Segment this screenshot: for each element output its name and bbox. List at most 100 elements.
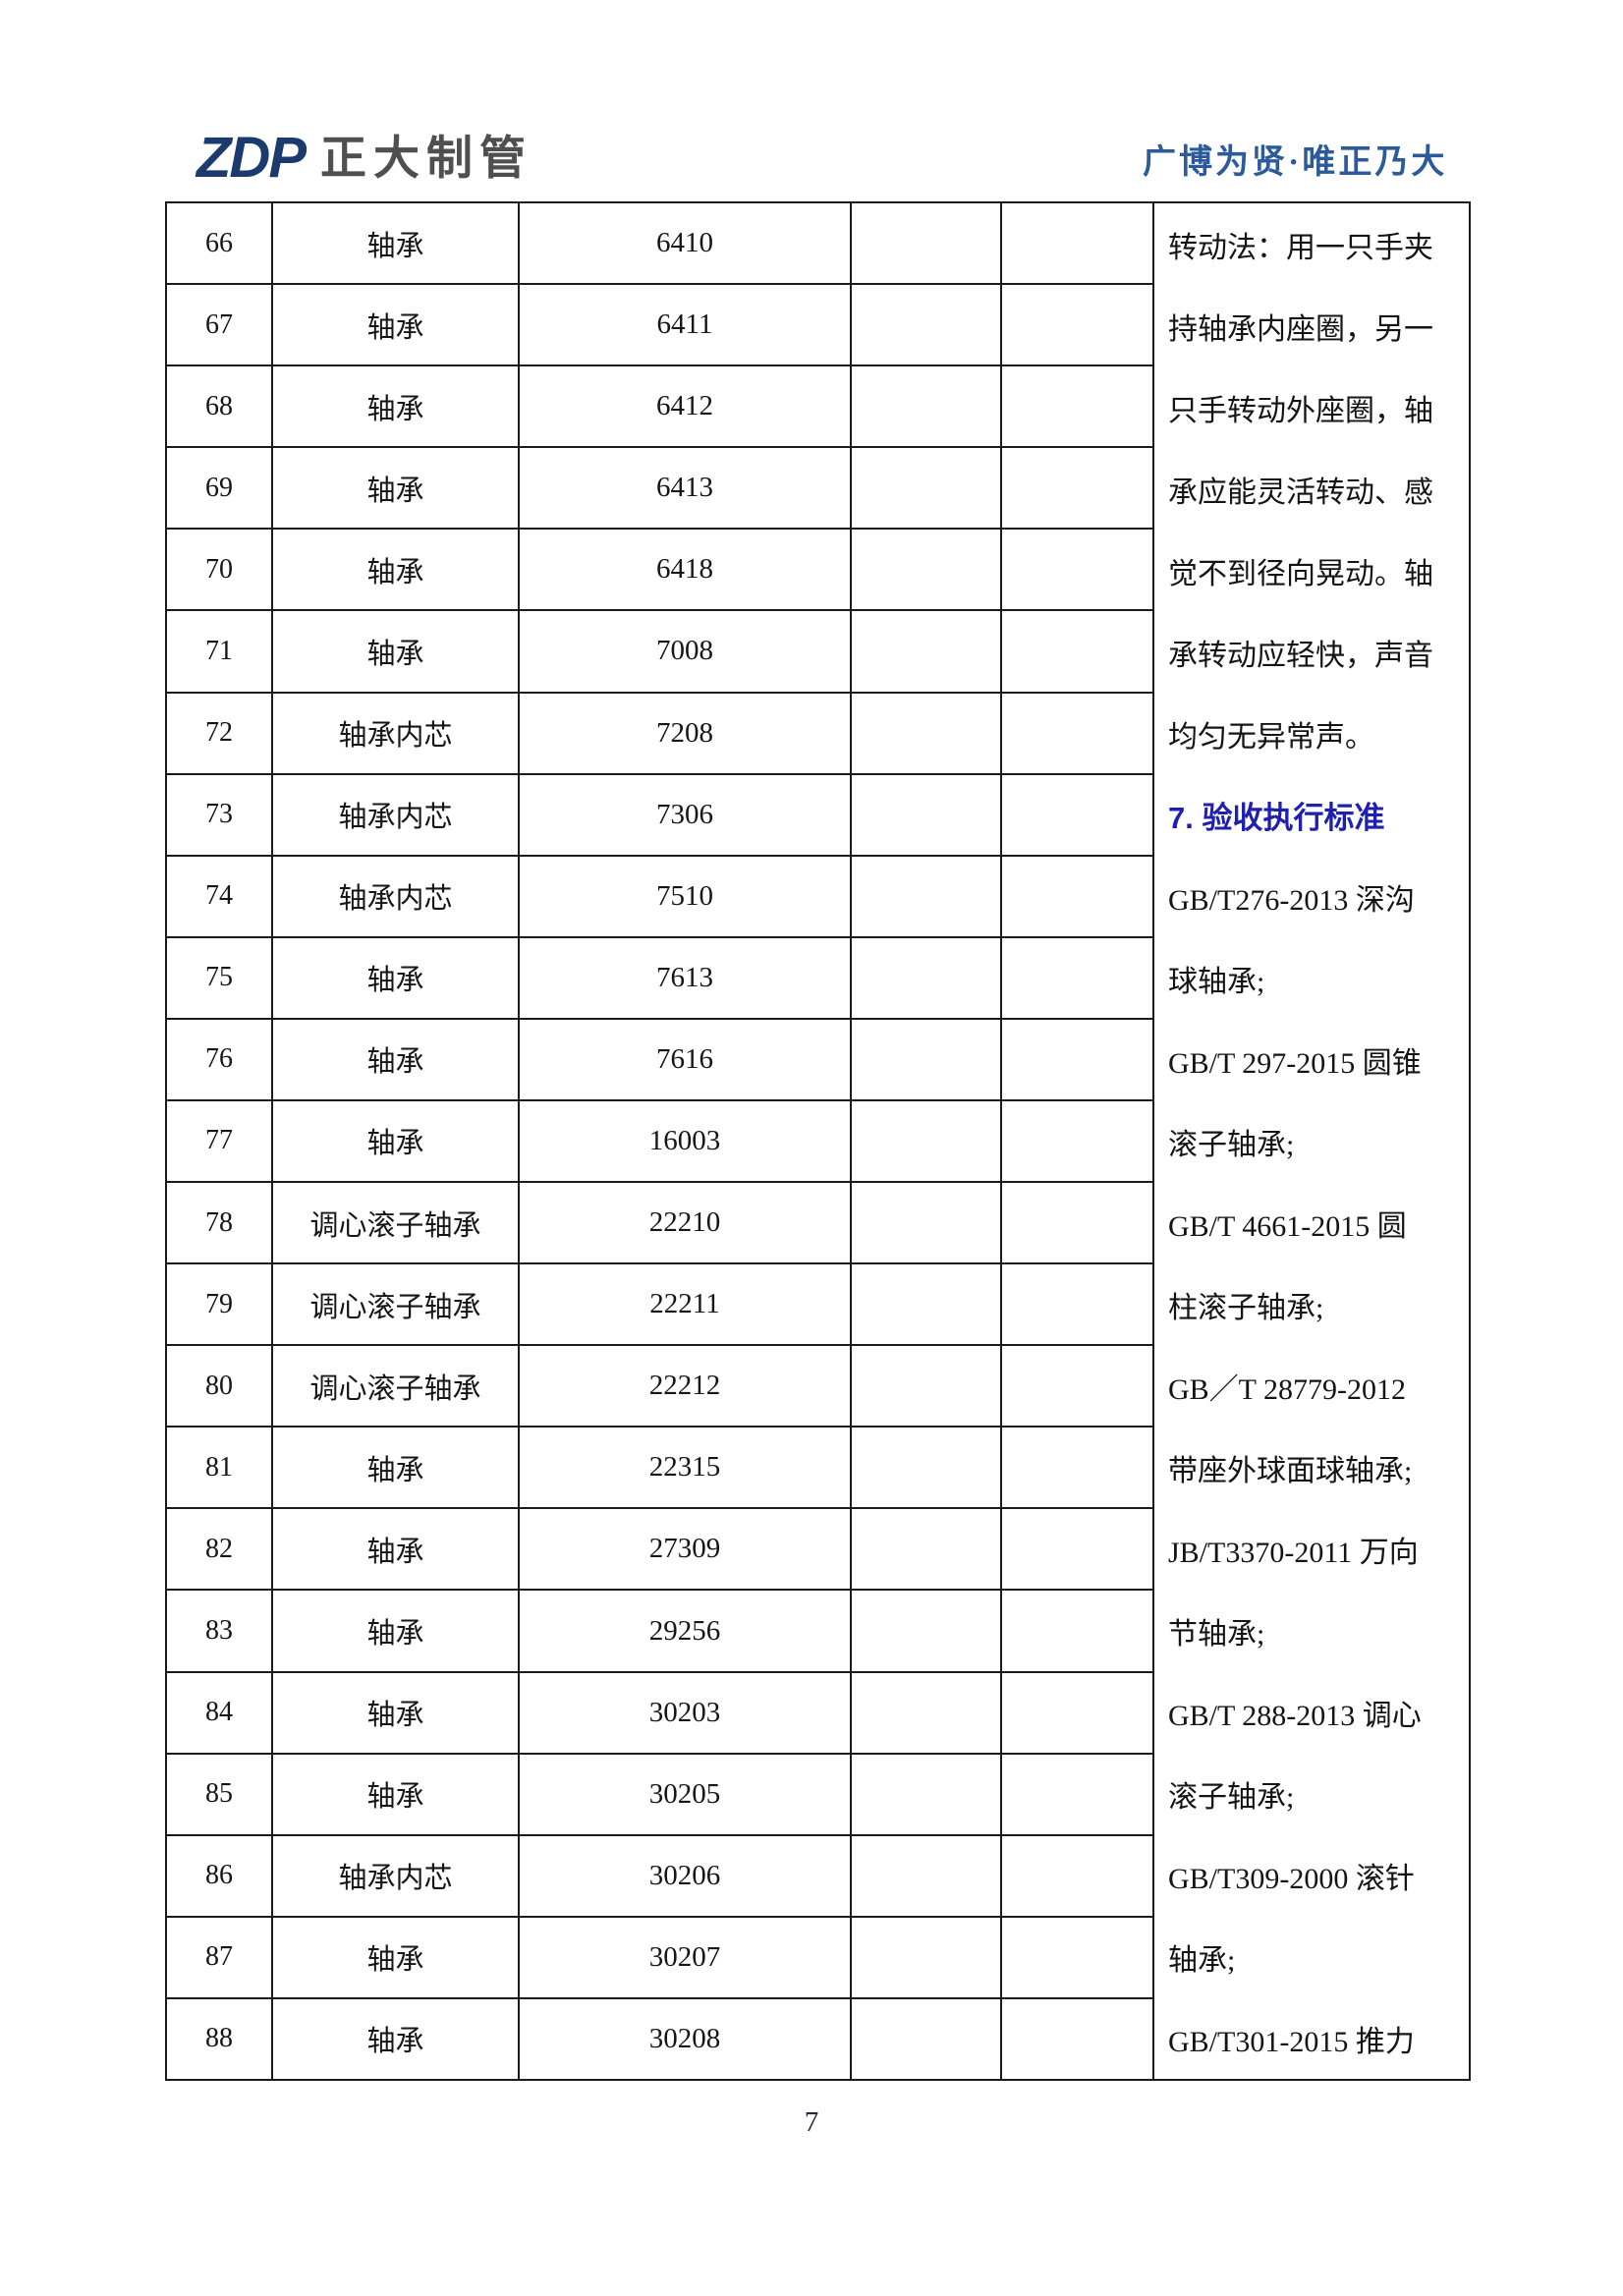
empty-cell-2 — [1002, 1998, 1152, 2079]
empty-cell-2 — [1002, 1264, 1152, 1345]
empty-cell-2 — [1002, 1100, 1152, 1182]
part-model-cell: 22210 — [520, 1183, 850, 1263]
acceptance-standards-heading: 7. 验收执行标准 — [1168, 801, 1385, 835]
empty-cell-1 — [852, 856, 1000, 936]
part-name-cell: 轴承 — [273, 448, 518, 529]
note-line: 觉不到径向晃动。轴 — [1168, 557, 1433, 590]
part-model-cell: 6411 — [520, 285, 850, 365]
part-model-cell: 6418 — [520, 530, 850, 610]
part-name-cell: 调心滚子轴承 — [273, 1183, 518, 1263]
note-line: 球轴承; — [1168, 965, 1265, 998]
empty-cell-2 — [1002, 1917, 1152, 1997]
note-line: 只手转动外座圈，轴 — [1168, 394, 1433, 427]
part-model-cell: 22315 — [520, 1428, 850, 1508]
empty-cell-2 — [1002, 203, 1152, 284]
part-model-cell: 22211 — [520, 1264, 850, 1345]
note-line: JB/T3370-2011 万向 — [1168, 1536, 1419, 1569]
part-name-cell: 轴承内芯 — [273, 856, 518, 936]
part-name-cell: 轴承 — [273, 366, 518, 447]
part-name-cell: 轴承 — [273, 1917, 518, 1997]
note-line: 承转动应轻快，声音 — [1168, 639, 1433, 672]
empty-cell-1 — [852, 1754, 1000, 1834]
row-number-cell: 67 — [167, 285, 271, 365]
empty-cell-1 — [852, 1019, 1000, 1099]
empty-cell-2 — [1002, 530, 1152, 610]
part-model-cell: 22212 — [520, 1346, 850, 1427]
empty-cell-1 — [852, 937, 1000, 1018]
empty-cell-1 — [852, 1428, 1000, 1508]
part-model-cell: 30208 — [520, 1998, 850, 2079]
empty-cell-2 — [1002, 774, 1152, 855]
row-number-cell: 84 — [167, 1672, 271, 1753]
part-name-cell: 轴承 — [273, 1591, 518, 1671]
part-model-cell: 29256 — [520, 1591, 850, 1671]
empty-cell-1 — [852, 1917, 1000, 1997]
empty-cell-1 — [852, 203, 1000, 284]
part-model-cell: 16003 — [520, 1100, 850, 1182]
row-number-cell: 71 — [167, 611, 271, 692]
part-name-cell: 轴承 — [273, 285, 518, 365]
part-model-cell: 7613 — [520, 937, 850, 1018]
empty-cell-1 — [852, 1264, 1000, 1345]
row-number-cell: 69 — [167, 448, 271, 529]
empty-cell-2 — [1002, 448, 1152, 529]
part-name-cell: 轴承内芯 — [273, 1835, 518, 1916]
part-name-cell: 轴承 — [273, 203, 518, 284]
row-number-cell: 85 — [167, 1754, 271, 1834]
part-name-cell: 轴承 — [273, 1998, 518, 2079]
row-number-cell: 79 — [167, 1264, 271, 1345]
note-line: 柱滚子轴承; — [1168, 1291, 1324, 1324]
note-line: 转动法：用一只手夹 — [1168, 231, 1433, 264]
empty-cell-2 — [1002, 1835, 1152, 1916]
parts-table: 转动法：用一只手夹 持轴承内座圈，另一 只手转动外座圈，轴 承应能灵活转动、感 觉不到径… — [165, 201, 1471, 2081]
part-name-cell: 轴承 — [273, 937, 518, 1018]
page-number: 7 — [804, 2106, 819, 2138]
empty-cell-2 — [1002, 856, 1152, 936]
note-line: GB/T 288-2013 调心 — [1168, 1699, 1422, 1732]
part-name-cell: 调心滚子轴承 — [273, 1264, 518, 1345]
row-number-cell: 76 — [167, 1019, 271, 1099]
note-line: GB/T 297-2015 圆锥 — [1168, 1046, 1422, 1080]
empty-cell-2 — [1002, 1428, 1152, 1508]
empty-cell-1 — [852, 1509, 1000, 1590]
row-number-cell: 73 — [167, 774, 271, 855]
empty-cell-1 — [852, 1591, 1000, 1671]
part-name-cell: 轴承内芯 — [273, 774, 518, 855]
row-number-cell: 87 — [167, 1917, 271, 1997]
empty-cell-2 — [1002, 1591, 1152, 1671]
part-model-cell: 30206 — [520, 1835, 850, 1916]
part-model-cell: 27309 — [520, 1509, 850, 1590]
row-number-cell: 78 — [167, 1183, 271, 1263]
empty-cell-2 — [1002, 1183, 1152, 1263]
part-model-cell: 7510 — [520, 856, 850, 936]
logo-company-name: 正大制管 — [320, 132, 532, 184]
part-name-cell: 轴承 — [273, 1428, 518, 1508]
part-model-cell: 6412 — [520, 366, 850, 447]
empty-cell-2 — [1002, 1346, 1152, 1427]
part-name-cell: 轴承 — [273, 1509, 518, 1590]
part-model-cell: 7208 — [520, 693, 850, 773]
empty-cell-1 — [852, 285, 1000, 365]
part-name-cell: 轴承 — [273, 530, 518, 610]
part-model-cell: 30203 — [520, 1672, 850, 1753]
note-line: 带座外球面球轴承; — [1168, 1454, 1413, 1487]
row-number-cell: 74 — [167, 856, 271, 936]
note-line: 轴承; — [1168, 1943, 1236, 1977]
row-number-cell: 81 — [167, 1428, 271, 1508]
empty-cell-1 — [852, 1183, 1000, 1263]
row-number-cell: 75 — [167, 937, 271, 1018]
empty-cell-1 — [852, 1346, 1000, 1427]
empty-cell-1 — [852, 611, 1000, 692]
logo-zdp-icon: ZDP — [196, 126, 307, 190]
note-line: GB/T309-2000 滚针 — [1168, 1862, 1415, 1895]
part-model-cell: 7008 — [520, 611, 850, 692]
row-number-cell: 83 — [167, 1591, 271, 1671]
part-model-cell: 6413 — [520, 448, 850, 529]
part-model-cell: 7306 — [520, 774, 850, 855]
company-logo: ZDP 正大制管 — [196, 130, 532, 187]
empty-cell-1 — [852, 774, 1000, 855]
empty-cell-1 — [852, 448, 1000, 529]
row-number-cell: 70 — [167, 530, 271, 610]
row-number-cell: 86 — [167, 1835, 271, 1916]
